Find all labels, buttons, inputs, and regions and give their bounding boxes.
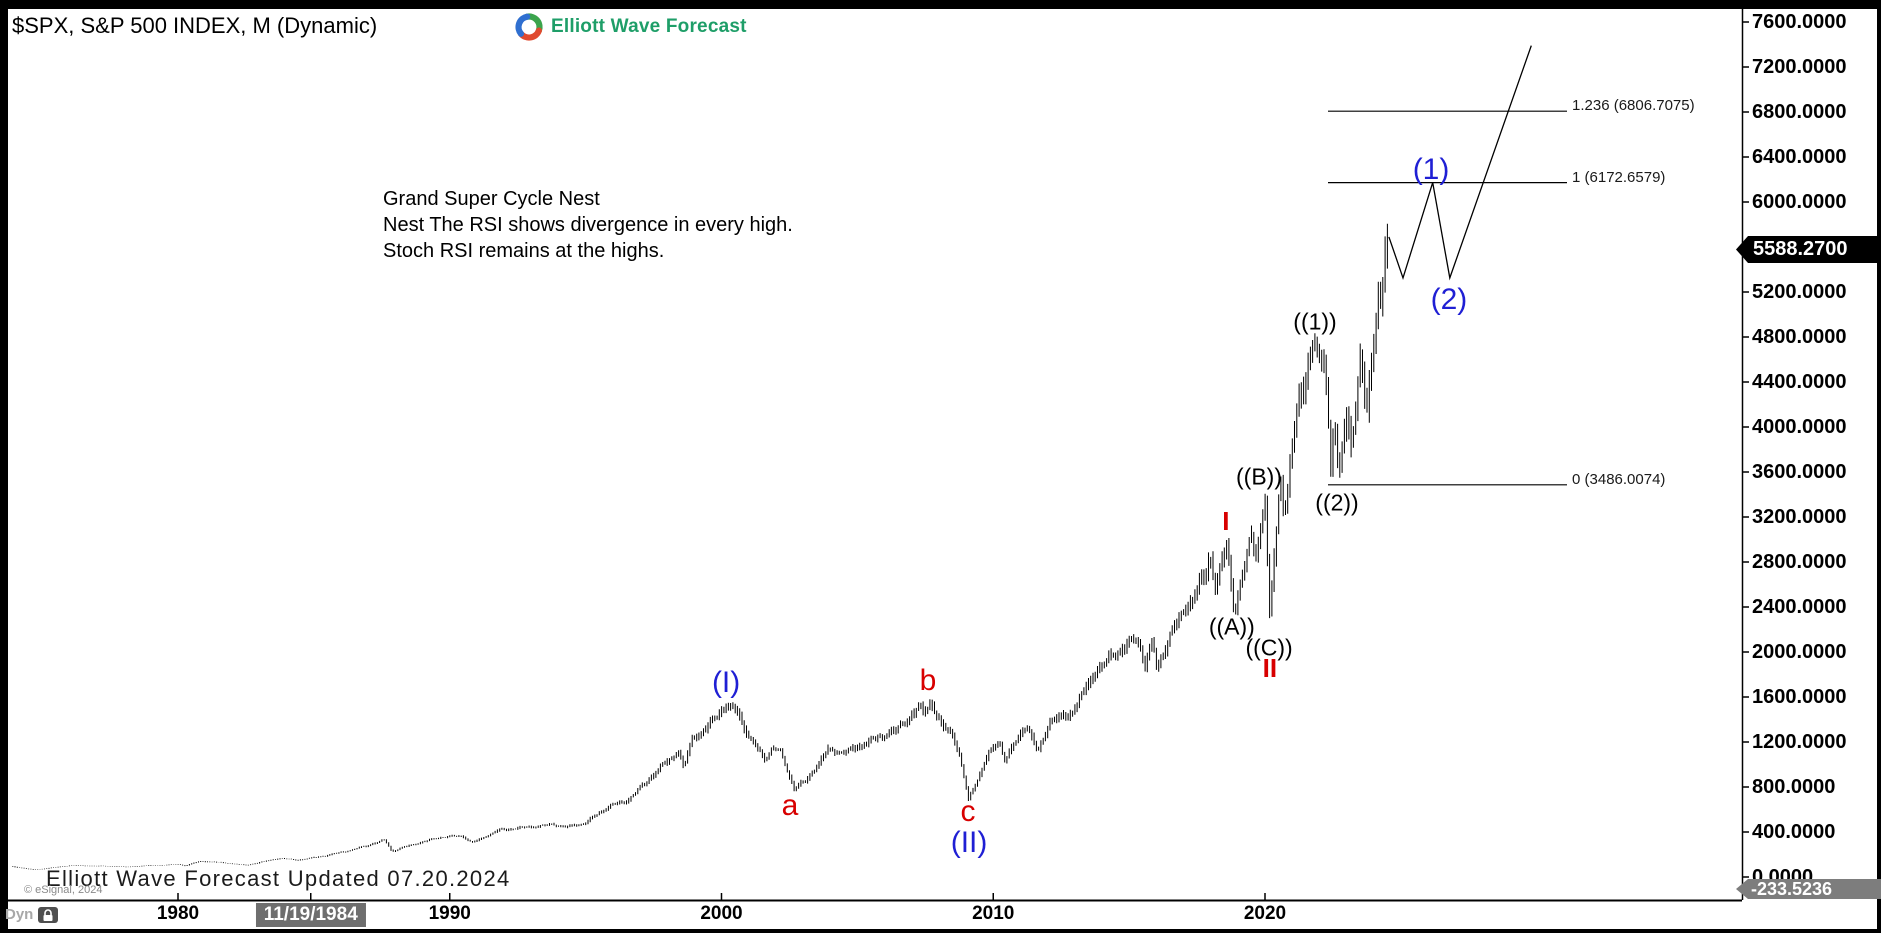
- wave-label[interactable]: ((1)): [1293, 308, 1337, 335]
- price-axis-label: 6800.0000: [1752, 101, 1847, 123]
- price-axis-label: 5200.0000: [1752, 281, 1847, 303]
- price-axis[interactable]: [1742, 9, 1877, 900]
- price-axis-label: 4400.0000: [1752, 371, 1847, 393]
- analysis-note-line: Nest The RSI shows divergence in every h…: [383, 214, 793, 236]
- elliott-wave-logo-icon: [515, 13, 543, 41]
- price-axis-label: 4000.0000: [1752, 416, 1847, 438]
- copyright-text: © eSignal, 2024: [24, 884, 103, 896]
- fib-level-label[interactable]: 0 (3486.0074): [1572, 470, 1666, 488]
- price-axis-label: 1200.0000: [1752, 731, 1847, 753]
- change-badge: -233.5236: [1736, 879, 1881, 899]
- vendor-logo-text: Elliott Wave Forecast: [551, 16, 747, 37]
- projection-path[interactable]: [1388, 45, 1532, 281]
- wave-label[interactable]: (1): [1412, 153, 1450, 187]
- price-axis-label: 3600.0000: [1752, 461, 1847, 483]
- analysis-note-line: Stoch RSI remains at the highs.: [383, 240, 665, 262]
- price-axis-label: 400.0000: [1752, 821, 1836, 843]
- price-bars[interactable]: [12, 223, 1388, 870]
- chart-title: $SPX, S&P 500 INDEX, M (Dynamic): [12, 13, 378, 38]
- price-axis-label: 6000.0000: [1752, 191, 1847, 213]
- fib-level-label[interactable]: 1.236 (6806.7075): [1572, 97, 1695, 115]
- price-axis-label: 7600.0000: [1752, 11, 1847, 33]
- analysis-note-line: Grand Super Cycle Nest: [383, 188, 600, 210]
- wave-label[interactable]: I: [1222, 506, 1230, 537]
- time-axis-label: 1980: [156, 903, 200, 924]
- watermark-text: Elliott Wave Forecast Updated 07.20.2024: [46, 866, 511, 891]
- chart-plot-area[interactable]: [8, 9, 1877, 929]
- cursor-date-label: 11/19/1984: [255, 903, 366, 927]
- wave-label[interactable]: ((B)): [1236, 463, 1283, 490]
- wave-label[interactable]: (I): [711, 666, 741, 700]
- price-axis-label: 2000.0000: [1752, 641, 1847, 663]
- lock-icon[interactable]: [38, 907, 58, 923]
- wave-label[interactable]: (II): [950, 826, 988, 860]
- price-axis-label: 4800.0000: [1752, 326, 1847, 348]
- wave-label[interactable]: b: [919, 664, 937, 698]
- template-label[interactable]: Dyn: [5, 906, 34, 923]
- time-axis-label: 1990: [428, 903, 471, 924]
- price-axis-label: 2400.0000: [1752, 596, 1847, 618]
- wave-label[interactable]: ((A)): [1208, 613, 1255, 640]
- wave-label[interactable]: II: [1262, 652, 1278, 683]
- wave-label[interactable]: ((C)): [1245, 634, 1293, 661]
- last-price-badge: 5588.2700: [1736, 236, 1881, 263]
- price-axis-label: 2800.0000: [1752, 551, 1847, 573]
- price-axis-label: 1600.0000: [1752, 686, 1847, 708]
- price-axis-label: 6400.0000: [1752, 146, 1847, 168]
- vendor-logo: Elliott Wave Forecast: [514, 12, 747, 42]
- time-axis-label: 2010: [972, 903, 1015, 924]
- wave-label[interactable]: ((2)): [1315, 489, 1359, 516]
- wave-label[interactable]: a: [781, 789, 799, 823]
- fib-level-label[interactable]: 1 (6172.6579): [1572, 168, 1666, 186]
- time-axis-label: 2020: [1243, 903, 1287, 924]
- wave-label[interactable]: (2): [1430, 282, 1468, 316]
- time-axis-label: 2000: [700, 903, 743, 924]
- analysis-note[interactable]: Grand Super Cycle Nest Nest The RSI show…: [383, 186, 793, 264]
- wave-label[interactable]: c: [960, 795, 976, 829]
- price-axis-label: 7200.0000: [1752, 56, 1847, 78]
- price-axis-label: 800.0000: [1752, 776, 1836, 798]
- price-axis-label: 3200.0000: [1752, 506, 1847, 528]
